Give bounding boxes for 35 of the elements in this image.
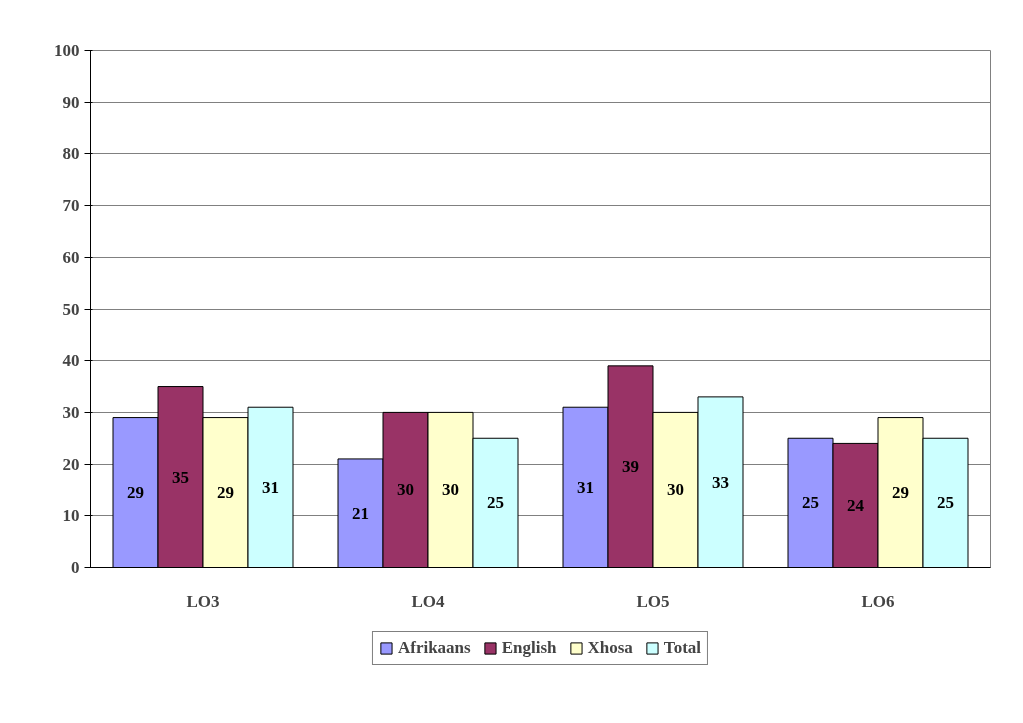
y-tick-label: 60 <box>62 247 80 267</box>
x-tick-label: LO3 <box>186 591 220 611</box>
data-label: 29 <box>127 483 144 503</box>
y-tick-label: 10 <box>62 506 80 526</box>
y-tick-label: 20 <box>62 454 80 474</box>
data-label: 33 <box>712 472 729 492</box>
data-label: 24 <box>847 495 865 515</box>
legend-label: Afrikaans <box>397 638 471 658</box>
x-tick-label: LO4 <box>411 591 446 611</box>
data-label: 21 <box>352 503 369 523</box>
data-label: 30 <box>667 480 684 500</box>
legend-label: English <box>501 638 557 658</box>
y-tick-label: 70 <box>62 196 80 216</box>
y-tick-label: 50 <box>62 299 80 319</box>
legend-label: Xhosa <box>587 638 633 658</box>
data-label: 29 <box>217 483 234 503</box>
x-tick-label: LO6 <box>861 591 895 611</box>
x-tick-label: LO5 <box>636 591 670 611</box>
data-label: 25 <box>802 493 819 513</box>
data-label: 25 <box>937 493 954 513</box>
y-tick-label: 100 <box>54 41 80 60</box>
y-tick-label: 90 <box>62 92 80 112</box>
data-label: 39 <box>622 457 639 477</box>
data-label: 35 <box>172 467 189 487</box>
y-tick-label: 30 <box>62 402 80 422</box>
data-label: 30 <box>442 480 459 500</box>
data-label: 30 <box>397 480 414 500</box>
data-label: 29 <box>892 483 909 503</box>
y-tick-label: 40 <box>62 351 80 371</box>
data-label: 31 <box>262 477 279 497</box>
data-label: 25 <box>487 493 504 513</box>
legend-label: Total <box>663 638 702 658</box>
y-tick-label: 80 <box>62 144 80 164</box>
data-label: 31 <box>577 477 594 497</box>
y-tick-label: 0 <box>71 558 80 577</box>
